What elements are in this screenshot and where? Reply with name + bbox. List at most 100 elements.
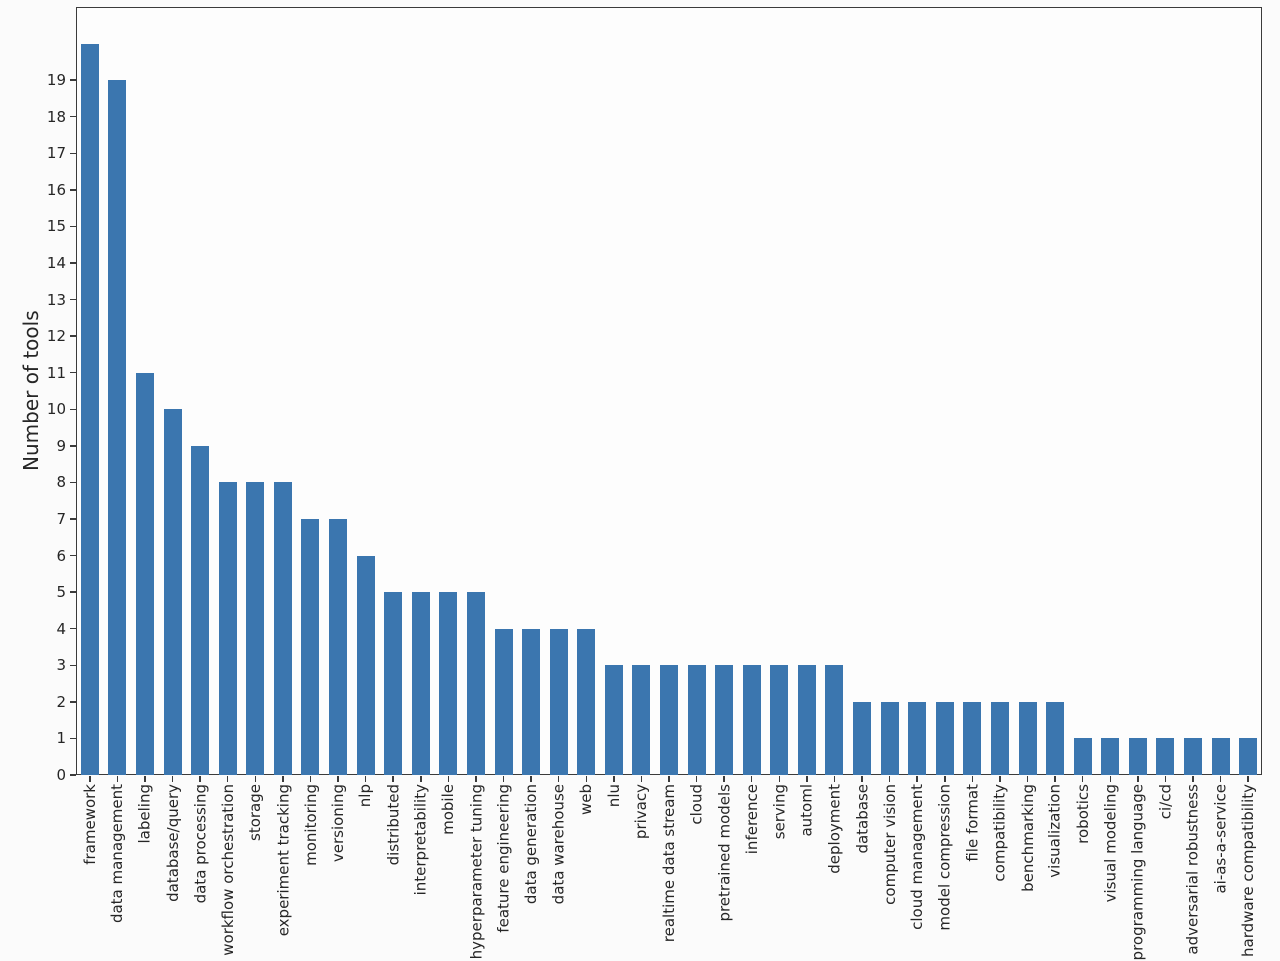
bar-model-compression xyxy=(935,701,954,775)
bar-pretrained-models xyxy=(715,665,734,775)
y-tick-17 xyxy=(70,152,76,155)
x-tick-label-hardware-compatibility: hardware compatibility xyxy=(1239,784,1258,957)
bar-inference xyxy=(742,665,761,775)
x-tick-adversarial-robustness xyxy=(1192,776,1194,782)
y-tick-14 xyxy=(70,262,76,264)
x-tick-framework xyxy=(89,776,91,782)
bar-monitoring xyxy=(301,519,320,775)
x-tick-label-web: web xyxy=(577,784,596,816)
bar-cloud-management xyxy=(908,701,927,775)
x-tick-label-ai-as-a-service: ai-as-a-service xyxy=(1211,784,1230,894)
bar-file-format xyxy=(963,701,982,775)
bar-storage xyxy=(246,482,265,775)
x-tick-serving xyxy=(778,776,781,782)
x-tick-label-data-generation: data generation xyxy=(522,784,541,905)
x-tick-label-nlu: nlu xyxy=(604,784,623,808)
x-tick-label-versioning: versioning xyxy=(329,784,348,863)
x-tick-label-labeling: labeling xyxy=(135,784,154,844)
x-tick-label-storage: storage xyxy=(246,784,265,841)
x-tick-robotics xyxy=(1081,776,1084,782)
x-tick-mobile xyxy=(447,776,450,782)
y-tick-18 xyxy=(70,115,76,118)
x-tick-cloud-management xyxy=(916,776,918,782)
x-tick-visualization xyxy=(1054,776,1056,782)
x-tick-label-ci-cd: ci/cd xyxy=(1156,784,1175,820)
y-tick-label-6: 6 xyxy=(56,546,66,565)
y-tick-15 xyxy=(70,225,76,228)
bar-deployment xyxy=(825,665,844,775)
bar-data-warehouse xyxy=(549,628,568,775)
x-tick-label-experiment-tracking: experiment tracking xyxy=(273,784,292,937)
x-tick-web xyxy=(585,776,587,782)
y-tick-label-10: 10 xyxy=(46,400,66,419)
x-tick-hardware-compatibility xyxy=(1247,776,1249,782)
y-tick-label-2: 2 xyxy=(56,692,66,711)
x-tick-label-visualization: visualization xyxy=(1046,784,1065,878)
y-axis-title-text: Number of tools xyxy=(19,310,43,472)
x-tick-label-database: database xyxy=(853,784,872,854)
x-tick-data-management xyxy=(116,776,119,782)
y-tick-label-5: 5 xyxy=(56,583,66,602)
y-tick-3 xyxy=(70,664,76,667)
x-tick-label-file-format: file format xyxy=(963,784,982,862)
x-tick-monitoring xyxy=(309,776,312,782)
x-tick-data-generation xyxy=(530,776,532,782)
y-tick-4 xyxy=(70,627,76,630)
y-tick-label-8: 8 xyxy=(56,473,66,492)
x-tick-label-mobile: mobile xyxy=(439,784,458,835)
y-tick-13 xyxy=(70,298,76,301)
x-tick-ci-cd xyxy=(1164,776,1167,782)
y-axis-title: Number of tools xyxy=(18,7,44,775)
x-tick-cloud xyxy=(695,776,698,782)
y-tick-8 xyxy=(70,481,76,484)
x-tick-label-monitoring: monitoring xyxy=(301,784,320,866)
y-tick-19 xyxy=(70,79,76,81)
x-tick-label-compatibility: compatibility xyxy=(990,784,1009,882)
x-tick-hyperparameter-tuning xyxy=(475,776,477,782)
x-tick-realtime-data-stream xyxy=(668,776,670,782)
x-tick-computer-vision xyxy=(888,776,891,782)
x-tick-workflow-orchestration xyxy=(226,776,229,782)
x-tick-visual-modeling xyxy=(1109,776,1112,782)
x-tick-label-benchmarking: benchmarking xyxy=(1018,784,1037,892)
x-tick-inference xyxy=(750,776,753,782)
bar-feature-engineering xyxy=(494,628,513,775)
x-tick-label-feature-engineering: feature engineering xyxy=(494,784,513,933)
x-tick-label-adversarial-robustness: adversarial robustness xyxy=(1184,784,1203,955)
bar-data-generation xyxy=(522,628,541,775)
bar-nlu xyxy=(604,665,623,775)
y-tick-1 xyxy=(70,737,76,740)
x-tick-label-visual-modeling: visual modeling xyxy=(1101,784,1120,903)
x-tick-interpretability xyxy=(420,776,422,782)
x-tick-distributed xyxy=(392,776,394,782)
y-tick-label-19: 19 xyxy=(46,71,66,90)
x-tick-privacy xyxy=(640,776,643,782)
y-tick-7 xyxy=(70,518,76,520)
x-tick-label-programming-language: programming language xyxy=(1128,784,1147,961)
x-tick-label-privacy: privacy xyxy=(632,784,651,840)
x-tick-database xyxy=(861,776,863,782)
bar-realtime-data-stream xyxy=(660,665,678,775)
x-tick-label-data-warehouse: data warehouse xyxy=(549,784,568,905)
x-tick-label-computer-vision: computer vision xyxy=(880,784,899,905)
y-tick-label-11: 11 xyxy=(46,363,66,382)
x-tick-versioning xyxy=(337,776,339,782)
y-tick-label-3: 3 xyxy=(56,656,66,675)
bar-database xyxy=(853,701,872,775)
x-tick-label-automl: automl xyxy=(797,784,816,837)
x-tick-label-database-query: database/query xyxy=(163,784,182,902)
y-tick-label-15: 15 xyxy=(46,217,66,236)
y-tick-label-13: 13 xyxy=(46,290,66,309)
x-tick-data-warehouse xyxy=(557,776,560,782)
x-tick-label-cloud: cloud xyxy=(687,784,706,825)
x-tick-label-hyperparameter-tuning: hyperparameter tuning xyxy=(466,784,485,960)
x-tick-label-inference: inference xyxy=(742,784,761,855)
x-tick-label-nlp: nlp xyxy=(356,784,375,808)
bar-cloud xyxy=(687,665,706,775)
x-tick-labeling xyxy=(144,776,146,782)
x-tick-label-model-compression: model compression xyxy=(935,784,954,931)
bar-web xyxy=(577,628,596,775)
x-tick-label-realtime-data-stream: realtime data stream xyxy=(660,784,678,943)
x-tick-label-data-management: data management xyxy=(108,784,127,924)
